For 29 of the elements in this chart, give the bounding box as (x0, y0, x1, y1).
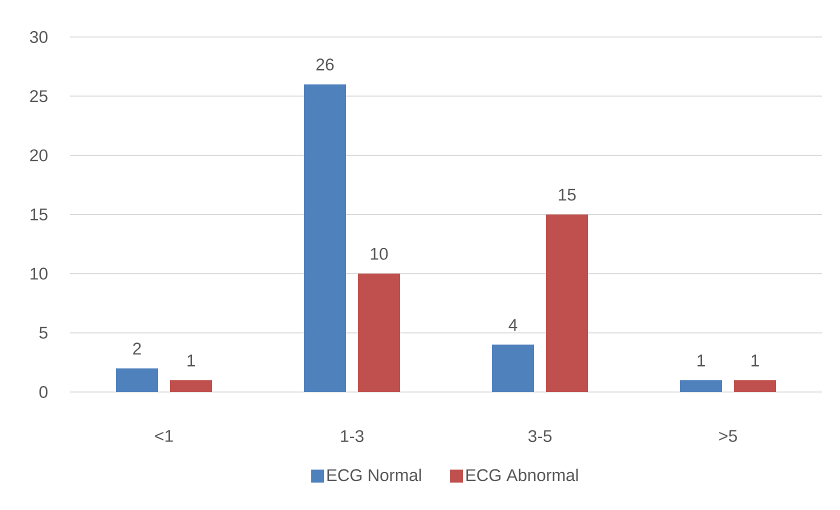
y-tick-label: 25 (30, 90, 48, 102)
y-tick-label: 30 (30, 31, 48, 43)
bar (170, 380, 212, 392)
y-tick-label: 5 (39, 326, 48, 339)
legend-label: ECG Normal (327, 468, 421, 482)
bar (116, 368, 158, 392)
x-tick-label: 1-3 (341, 430, 364, 442)
data-label: 15 (558, 188, 576, 201)
y-tick-label: 15 (30, 208, 48, 220)
bar (680, 380, 722, 392)
data-label: 1 (188, 354, 195, 366)
bar (304, 84, 346, 392)
bar (546, 214, 588, 392)
bar (734, 380, 776, 392)
x-tick-label: <1 (155, 430, 173, 442)
bar (358, 274, 400, 392)
y-tick-label: 20 (30, 149, 48, 162)
data-label: 2 (133, 342, 141, 354)
data-label: 4 (508, 319, 518, 331)
data-label: 26 (316, 58, 334, 70)
y-tick-label: 10 (30, 268, 48, 280)
legend-label: ECG Abnormal (466, 468, 578, 482)
data-label: 10 (370, 248, 388, 260)
data-label: 1 (752, 354, 759, 366)
x-tick-label: >5 (719, 430, 737, 442)
y-tick-label: 0 (39, 386, 48, 398)
x-tick-label: 3-5 (528, 430, 552, 442)
bar (492, 344, 534, 392)
data-label: 1 (698, 354, 705, 366)
